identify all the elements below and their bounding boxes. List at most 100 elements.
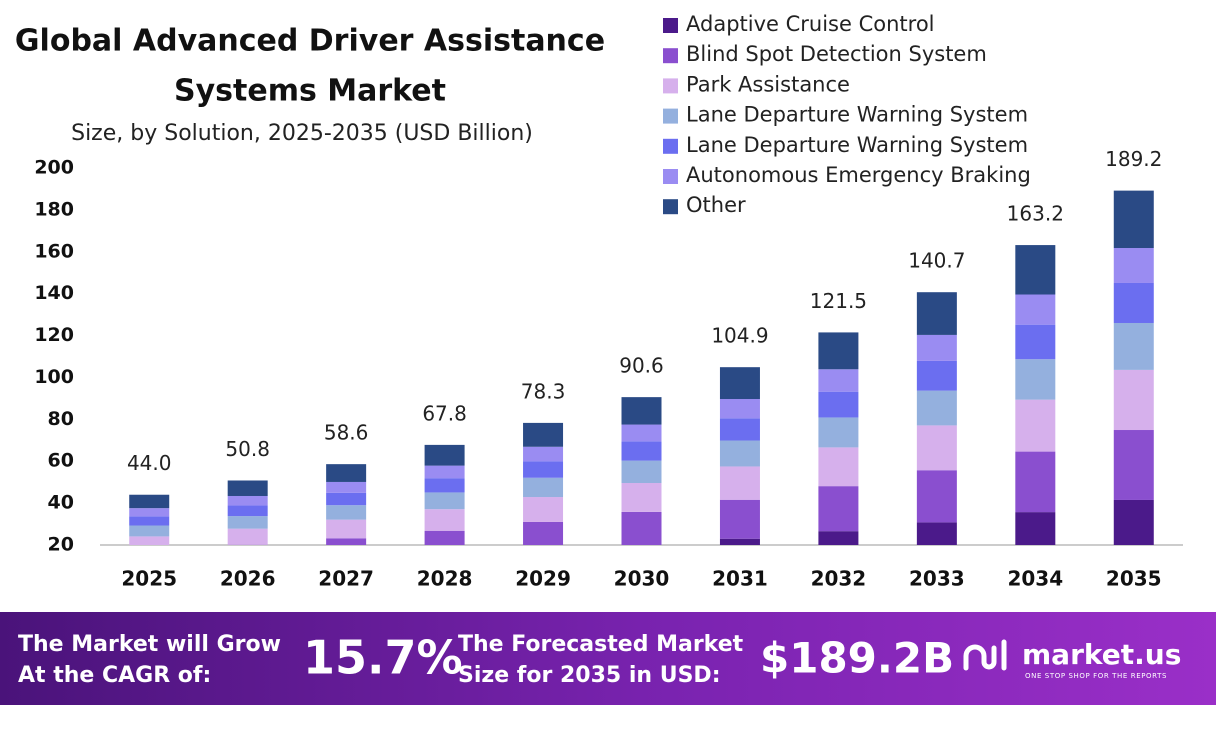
bar-segment [916,334,957,361]
legend-swatch [663,199,678,215]
legend-swatch [663,108,678,124]
bar-segment [1113,322,1154,370]
bar-segment [719,418,760,441]
bar-segment [1113,369,1154,431]
bar-segment [129,525,170,537]
x-tick-label: 2025 [121,567,177,591]
footer-band [0,612,1216,705]
bar-segment [227,516,268,529]
value-label: 189.2 [1105,147,1162,171]
y-tick-label: 40 [48,492,74,514]
value-label: 140.7 [908,249,965,273]
legend-swatch [663,138,678,154]
bar-segment [621,483,662,512]
legend-label: Blind Spot Detection System [686,42,987,66]
bar-segment [1015,245,1056,295]
x-tick-label: 2027 [318,567,374,591]
value-label: 58.6 [324,421,369,445]
legend-label: Park Assistance [686,72,850,96]
tagline: ONE STOP SHOP FOR THE REPORTS [1025,672,1167,680]
bar-segment [818,369,859,392]
bar-segment [719,538,760,545]
bar-segment [621,397,662,425]
bar-segment [1015,512,1056,545]
bar-segment [1113,430,1154,500]
bar-segment [1015,451,1056,513]
bar-segment [424,530,465,545]
legend-label: Lane Departure Warning System [686,133,1028,157]
bars [129,190,1154,566]
bar-segment [621,424,662,442]
bar-segment [621,460,662,484]
bar-segment [1015,324,1056,360]
value-label: 104.9 [711,324,768,348]
bar-segment [719,399,760,419]
bar-segment [129,516,170,526]
bar-segment [916,292,957,335]
x-tick-label: 2026 [220,567,276,591]
legend-swatch [663,48,678,64]
chart-subtitle: Size, by Solution, 2025-2035 (USD Billio… [71,121,533,146]
bar-segment [326,505,367,520]
bar-segment [1113,190,1154,249]
footer-text: At the CAGR of: [18,663,211,688]
bar-segment [424,492,465,510]
legend-label: Other [686,193,746,217]
bar-segment [916,360,957,391]
x-tick-label: 2032 [811,567,867,591]
bar-segment [916,522,957,545]
bar-segment [227,480,268,496]
bar-segment [719,440,760,467]
footer-text: The Market will Grow [18,632,281,657]
bar-segment [227,505,268,517]
value-label: 121.5 [810,289,867,313]
legend-label: Autonomous Emergency Braking [686,163,1031,187]
bar-segment [916,470,957,523]
bar-segment [1015,399,1056,452]
bar-segment [129,494,170,509]
bar-segment [1113,248,1154,283]
bar-segment [1113,282,1154,323]
bar-segment [227,495,268,506]
bar-segment [719,499,760,539]
x-tick-label: 2031 [712,567,768,591]
bar-segment [424,478,465,493]
bar-segment [818,531,859,545]
y-tick-label: 20 [48,534,74,556]
bar-segment [129,550,169,566]
bar-segment [227,544,268,545]
bar-segment [326,519,367,539]
bar-segment [818,447,859,487]
bar-segment [916,390,957,426]
bar-segment [523,521,564,545]
legend-swatch [663,18,678,33]
brand: market.us [1022,638,1181,671]
bar-segment [326,481,367,493]
bar-segment [916,425,957,471]
bar-segment [523,446,564,462]
bar-segment [1113,499,1154,545]
bar-segment [719,466,760,500]
legend-swatch [663,169,678,184]
y-tick-label: 160 [34,240,74,262]
y-tick-label: 80 [48,408,74,430]
bar-segment [1015,294,1056,325]
y-tick-label: 100 [34,366,74,388]
bar-segment [818,332,859,370]
y-tick-label: 180 [34,198,74,220]
value-label: 50.8 [225,437,270,461]
legend-swatch [663,78,678,94]
legend-label: Lane Departure Warning System [686,103,1028,127]
x-tick-label: 2028 [417,567,473,591]
logo-icon [963,639,1007,671]
x-tick-label: 2030 [614,567,670,591]
bar-segment [227,528,268,545]
footer-text: The Forecasted Market [458,632,744,657]
value-label: 67.8 [422,401,467,425]
value-label: 44.0 [127,451,172,475]
footer-text: Size for 2035 in USD: [458,663,721,688]
bar-segment [523,497,564,522]
y-tick-label: 140 [34,282,74,304]
bar-segment [719,367,760,400]
